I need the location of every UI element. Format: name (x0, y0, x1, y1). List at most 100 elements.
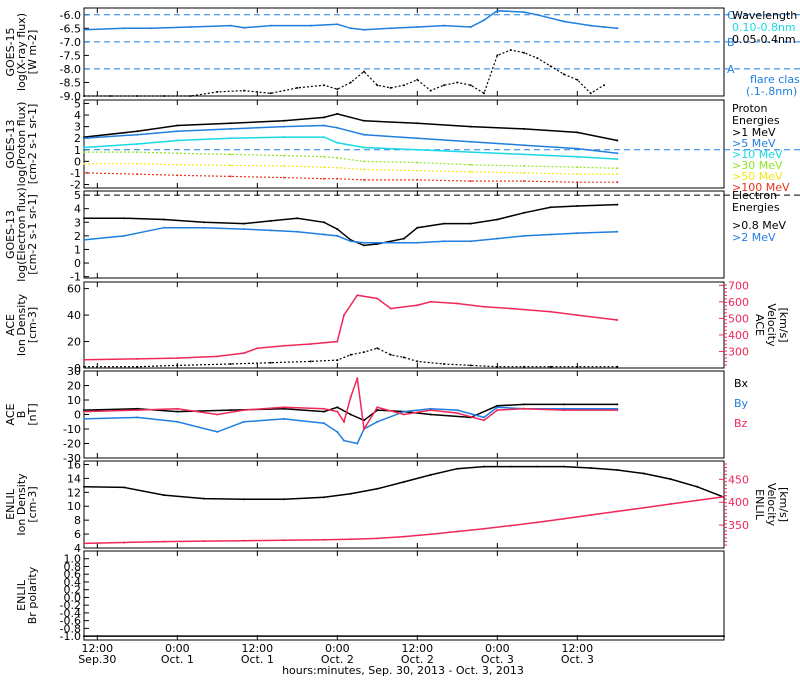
data-point (576, 232, 579, 235)
y-tick-label: -1 (70, 271, 81, 284)
data-point (83, 28, 85, 31)
data-point (523, 234, 525, 237)
y-tick-label: 1 (74, 243, 81, 256)
data-point (176, 410, 179, 413)
y-axis-label-line: Ion Density (15, 293, 28, 356)
data-point (283, 498, 285, 501)
data-point (256, 347, 259, 350)
data-point (469, 170, 472, 173)
y-tick-label: 2 (74, 132, 81, 145)
y-tick-label: 0 (74, 257, 81, 270)
data-point (343, 420, 345, 423)
data-point (336, 340, 339, 343)
data-point (123, 217, 125, 220)
data-point (616, 403, 619, 406)
y-axis-label-line: GOES-13 (4, 210, 17, 259)
data-point (376, 409, 379, 412)
series-line (83, 465, 725, 501)
data-point (163, 226, 165, 229)
data-point (509, 307, 512, 310)
data-point (323, 177, 325, 180)
panel-frame (83, 7, 725, 97)
data-point (323, 116, 325, 119)
legend-entry: >5 MeV (732, 137, 776, 150)
data-point (229, 127, 232, 130)
data-point (229, 153, 232, 156)
y-axis-label-line: [nT] (26, 403, 39, 425)
legend-title: Electron (732, 189, 777, 202)
data-point (443, 84, 445, 87)
y-tick-label: -0.2 (60, 599, 81, 612)
y-tick-label: 14 (67, 472, 81, 485)
data-point (563, 517, 565, 520)
data-point (563, 73, 565, 76)
y-axis-label-line: log(Electron flux) (15, 187, 28, 281)
data-point (323, 155, 325, 158)
data-point (496, 365, 499, 368)
legend-entry: 0.05-0.4nm (732, 33, 796, 46)
data-point (83, 171, 85, 174)
data-point (283, 125, 285, 128)
data-point (376, 487, 379, 490)
series-line (83, 9, 618, 31)
data-point (456, 530, 459, 533)
panel-frame (83, 460, 725, 549)
data-point (216, 430, 219, 433)
panels: -6.0-6.5-7.0-7.5-8.0-8.5-9.0 GOES-15log(X… (4, 7, 800, 643)
data-point (243, 420, 245, 423)
x-tick-time-label: 12:00 (241, 642, 273, 655)
data-point (336, 166, 339, 169)
panel-frame (83, 99, 725, 189)
data-point (576, 314, 579, 317)
data-point (83, 542, 85, 545)
data-point (616, 230, 619, 233)
y-tick-label: -30 (63, 452, 81, 465)
y-tick-label: 0.4 (64, 576, 82, 589)
x-tick-time-label: 12:00 (561, 642, 593, 655)
data-point (363, 70, 365, 73)
data-point (336, 141, 339, 144)
data-point (323, 84, 325, 87)
data-point (483, 527, 485, 530)
data-point (616, 181, 619, 184)
panel-6: 1.00.80.60.40.20.0-0.2-0.4-0.6-0.8-1.0 EN… (15, 550, 725, 643)
data-point (403, 241, 405, 244)
data-point (416, 241, 419, 244)
y-tick-label: 3 (74, 216, 81, 229)
series-line (84, 347, 618, 368)
data-point (243, 498, 245, 501)
x-tick-time-label: 0:00 (325, 642, 350, 655)
data-point (616, 173, 619, 176)
data-point (523, 407, 525, 410)
y-tick-label: -7.5 (60, 49, 81, 62)
data-point (416, 304, 419, 307)
y-tick-label: 3 (74, 121, 81, 134)
data-point (136, 95, 139, 97)
legend-entry: 0.10-0.8nm (732, 21, 796, 34)
data-point (309, 24, 312, 27)
data-point (696, 485, 699, 488)
data-point (283, 344, 285, 347)
data-point (83, 635, 85, 638)
x-tick-time-label: 0:00 (485, 642, 510, 655)
data-point (536, 465, 539, 468)
data-point (483, 419, 485, 422)
y2-axis-label: ENLIL Velocity [km/s] (753, 483, 790, 527)
data-point (643, 472, 645, 475)
y-tick-label: 5 (74, 189, 81, 202)
data-point (136, 130, 139, 133)
data-point (603, 84, 605, 87)
data-point (243, 89, 245, 92)
data-point (136, 365, 139, 368)
y-tick-label: -1.0 (60, 630, 81, 643)
data-point (176, 407, 179, 410)
data-point (349, 81, 352, 84)
data-point (589, 92, 592, 95)
data-point (549, 206, 552, 209)
data-point (549, 65, 552, 68)
data-point (416, 161, 419, 164)
data-point (243, 228, 245, 231)
